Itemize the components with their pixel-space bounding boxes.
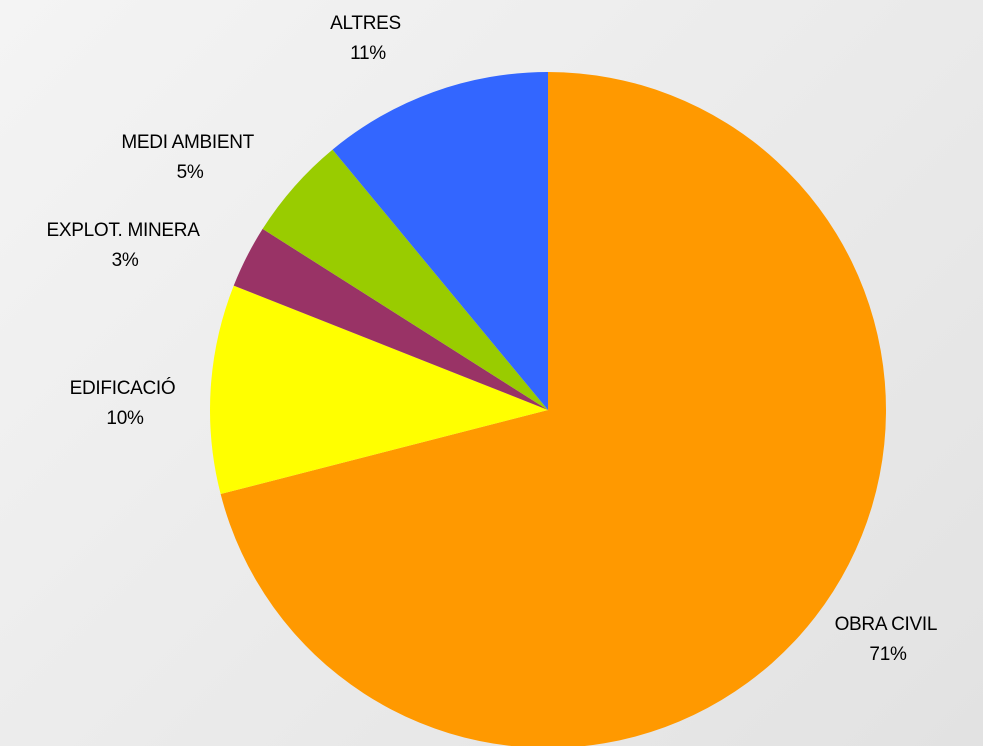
slice-obra-civil — [220, 72, 886, 746]
label-medi-ambient: MEDI AMBIENT 5% — [121, 132, 258, 183]
label-obra-civil-name: OBRA CIVIL — [835, 614, 937, 635]
label-edificacio: EDIFICACIÓ 10% — [70, 377, 181, 429]
label-obra-civil: OBRA CIVIL 71% — [835, 614, 942, 665]
label-explot-minera-name: EXPLOT. MINERA — [46, 220, 200, 241]
label-explot-minera-pct: 3% — [112, 250, 139, 271]
pie-slices — [210, 71, 886, 746]
slice-edificacio — [210, 285, 548, 495]
label-edificacio-name: EDIFICACIÓ — [70, 377, 176, 399]
slice-altres — [332, 71, 548, 410]
label-altres-name: ALTRES — [330, 13, 401, 34]
label-edificacio-pct: 10% — [106, 408, 144, 429]
label-altres-pct: 11% — [350, 43, 386, 64]
slice-medi-ambient — [262, 149, 548, 410]
label-explot-minera: EXPLOT. MINERA 3% — [46, 220, 203, 271]
label-obra-civil-pct: 71% — [869, 644, 907, 665]
label-medi-ambient-pct: 5% — [177, 162, 204, 183]
slice-explot-minera — [233, 228, 549, 410]
data-labels: OBRA CIVIL 71% EDIFICACIÓ 10% EXPLOT. MI… — [46, 13, 942, 665]
label-medi-ambient-name: MEDI AMBIENT — [121, 132, 254, 153]
label-altres: ALTRES 11% — [330, 13, 406, 64]
